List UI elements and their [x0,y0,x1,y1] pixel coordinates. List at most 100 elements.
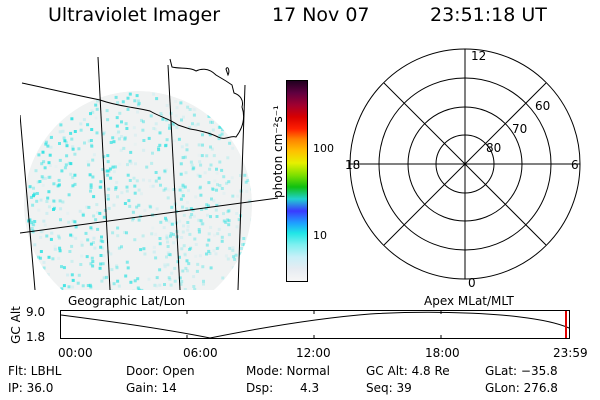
uv-speckle [200,222,204,226]
coastline [21,58,245,139]
uv-speckle [100,235,103,239]
uv-speckle [41,230,45,234]
info-flt: Flt: LBHL [8,364,62,378]
uv-speckle [49,237,53,241]
uv-speckle [131,210,135,214]
uv-speckle [96,227,100,231]
uv-speckle [199,163,203,167]
uv-speckle [183,252,187,256]
uv-speckle [211,128,215,132]
uv-speckle [102,155,106,159]
uv-speckle [73,152,77,156]
uv-speckle [234,253,238,257]
uv-speckle [193,108,197,112]
uv-speckle [143,252,147,256]
uv-speckle [170,205,174,209]
uv-speckle [98,211,102,215]
colorbar-tick-10: 10 [313,229,327,242]
uv-speckle [118,111,122,115]
uv-speckle [114,186,118,190]
uv-speckle [128,204,132,208]
uv-speckle [112,203,116,207]
info-gain: Gain: 14 [126,381,177,395]
uv-speckle [89,185,93,189]
uv-speckle [66,273,70,277]
uv-speckle [40,175,44,179]
uv-speckle [126,163,129,167]
altitude-plot [60,310,570,339]
uv-speckle [90,143,93,147]
uv-speckle [209,120,213,124]
uv-speckle [181,156,185,160]
uv-speckle [182,244,186,248]
uv-speckle [128,179,132,182]
uv-speckle [225,218,229,222]
uv-speckle [214,252,218,256]
uv-speckle [216,232,220,236]
mlt-label-18: 18 [345,158,360,172]
uv-speckle [96,211,99,215]
uv-speckle [178,188,182,192]
uv-speckle [47,161,51,165]
uv-speckle [63,166,67,170]
uv-speckle [60,287,64,290]
uv-speckle [60,169,64,173]
uv-speckle [102,276,106,280]
uv-speckle [30,221,33,225]
uv-speckle [116,279,120,283]
uv-speckle [85,255,89,259]
uv-speckle [101,246,105,250]
uv-speckle [71,219,75,223]
uv-speckle [178,276,182,280]
uv-speckle [186,224,190,228]
uv-speckle [189,160,193,164]
uv-speckle [47,175,51,179]
uv-speckle [106,154,110,158]
uv-speckle [69,172,73,176]
uv-speckle [165,255,168,259]
uv-speckle [39,235,43,239]
uv-speckle [180,280,184,283]
uv-speckle [147,277,151,281]
uv-speckle [231,248,235,252]
uv-speckle [120,245,123,249]
uv-speckle [170,222,174,226]
uv-speckle [206,213,210,217]
uv-speckle [159,220,163,224]
uv-speckle [87,139,91,143]
uv-speckle [88,173,92,177]
uv-speckle [218,184,222,187]
uv-speckle [166,263,170,267]
uv-speckle [67,193,71,197]
uv-speckle [164,218,168,222]
uv-speckle [205,252,208,256]
uv-speckle [151,151,154,155]
uv-speckle [106,194,110,197]
uv-speckle [80,240,83,244]
uv-speckle [166,196,170,200]
uv-speckle [239,174,242,177]
uv-speckle [222,175,226,179]
uv-speckle [95,203,99,207]
uv-speckle [91,264,95,268]
uv-speckle [52,206,56,210]
uv-speckle [101,240,105,244]
uv-speckle [185,259,189,263]
uv-speckle [137,103,140,107]
uv-speckle [197,218,201,222]
uv-speckle [198,160,202,164]
uv-speckle [170,188,174,192]
uv-speckle [172,241,176,245]
uv-speckle [43,176,47,180]
uv-speckle [239,252,242,256]
uv-speckle [227,209,231,213]
uv-speckle [45,234,49,238]
uv-speckle [41,150,45,154]
uv-speckle [227,219,231,223]
uv-speckle [188,215,192,219]
uv-speckle [89,226,93,230]
uv-speckle [212,199,216,203]
uv-speckle [62,284,66,288]
uv-speckle [117,284,121,288]
uv-speckle [231,194,235,198]
